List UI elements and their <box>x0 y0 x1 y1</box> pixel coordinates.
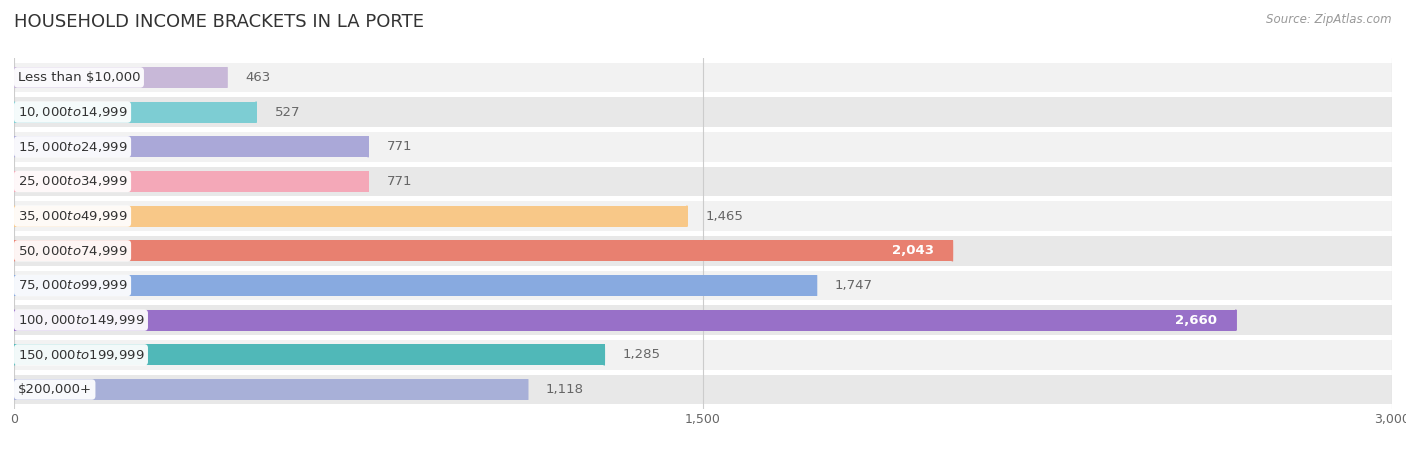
Bar <box>14 271 1392 300</box>
Bar <box>14 375 1392 404</box>
Bar <box>14 344 605 365</box>
Bar <box>14 310 1236 330</box>
Text: Source: ZipAtlas.com: Source: ZipAtlas.com <box>1267 13 1392 26</box>
Bar <box>14 97 1392 127</box>
Text: 771: 771 <box>387 175 412 188</box>
Text: 1,118: 1,118 <box>546 383 583 396</box>
Text: $100,000 to $149,999: $100,000 to $149,999 <box>18 313 145 327</box>
Text: $25,000 to $34,999: $25,000 to $34,999 <box>18 175 128 189</box>
Text: 1,285: 1,285 <box>623 348 661 361</box>
Text: 2,660: 2,660 <box>1175 314 1218 327</box>
Bar <box>14 171 368 192</box>
Bar <box>14 67 226 88</box>
Text: $75,000 to $99,999: $75,000 to $99,999 <box>18 278 128 292</box>
Bar <box>14 206 688 227</box>
Text: 527: 527 <box>274 106 299 119</box>
Bar <box>14 102 256 123</box>
Text: $35,000 to $49,999: $35,000 to $49,999 <box>18 209 128 223</box>
Bar <box>14 63 1392 92</box>
Text: HOUSEHOLD INCOME BRACKETS IN LA PORTE: HOUSEHOLD INCOME BRACKETS IN LA PORTE <box>14 13 425 31</box>
Text: $150,000 to $199,999: $150,000 to $199,999 <box>18 348 145 362</box>
Text: $10,000 to $14,999: $10,000 to $14,999 <box>18 105 128 119</box>
Bar <box>14 240 952 261</box>
Text: $15,000 to $24,999: $15,000 to $24,999 <box>18 140 128 154</box>
Text: Less than $10,000: Less than $10,000 <box>18 71 141 84</box>
Bar <box>14 136 368 157</box>
Bar <box>14 305 1392 335</box>
Text: $200,000+: $200,000+ <box>18 383 91 396</box>
Bar <box>14 379 527 400</box>
Bar <box>14 202 1392 231</box>
Bar <box>14 340 1392 370</box>
Text: 771: 771 <box>387 140 412 153</box>
Text: 463: 463 <box>245 71 270 84</box>
Bar <box>14 236 1392 265</box>
Text: 1,465: 1,465 <box>706 210 744 223</box>
Bar <box>14 167 1392 196</box>
Bar <box>14 275 817 296</box>
Text: 1,747: 1,747 <box>835 279 873 292</box>
Text: 2,043: 2,043 <box>891 244 934 257</box>
Bar <box>14 132 1392 162</box>
Text: $50,000 to $74,999: $50,000 to $74,999 <box>18 244 128 258</box>
